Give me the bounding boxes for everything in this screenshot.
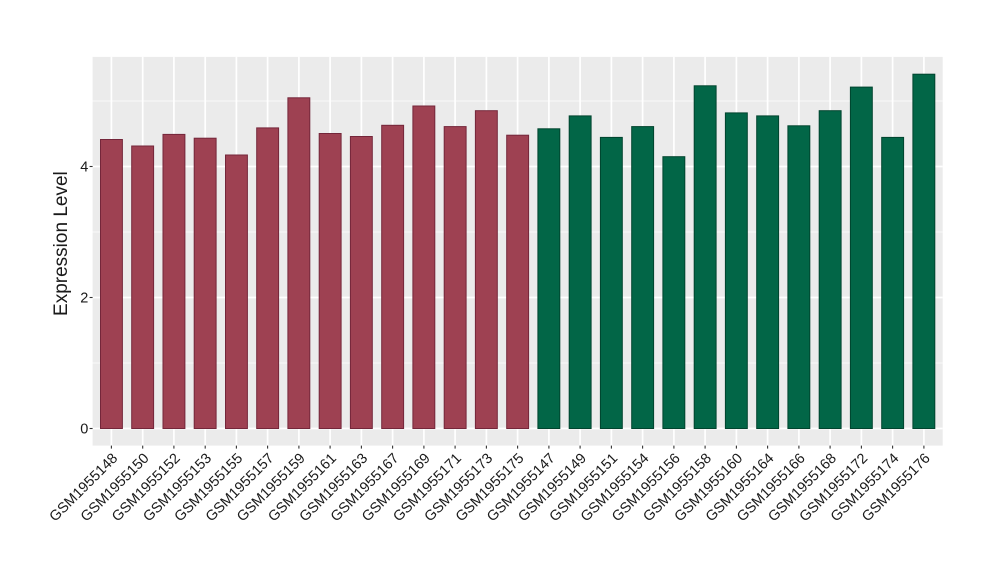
svg-text:4: 4 [80, 160, 88, 176]
svg-text:2: 2 [80, 291, 88, 307]
svg-text:0: 0 [80, 422, 88, 438]
svg-text:Expression Level: Expression Level [51, 171, 72, 316]
